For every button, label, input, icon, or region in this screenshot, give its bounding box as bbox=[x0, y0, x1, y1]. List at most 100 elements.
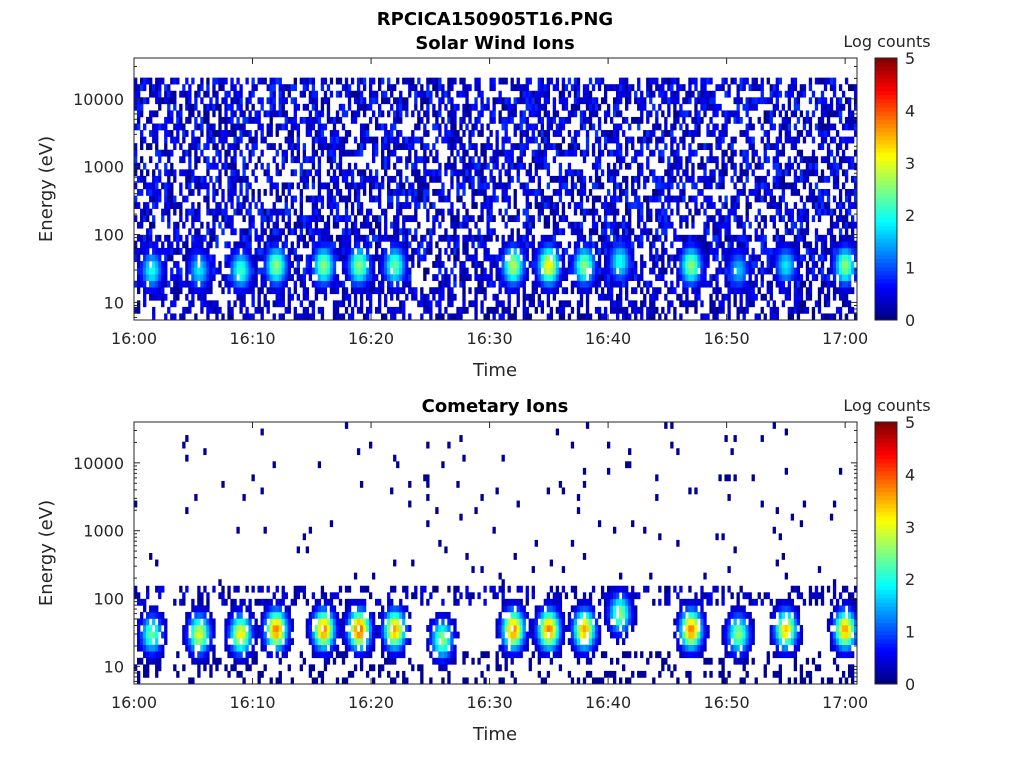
heat-cell bbox=[188, 189, 192, 196]
heat-cell bbox=[197, 123, 201, 131]
heat-cell bbox=[622, 228, 626, 236]
heat-cell bbox=[603, 313, 608, 321]
heat-cell bbox=[272, 280, 276, 288]
heat-cell bbox=[504, 274, 508, 281]
heat-cell bbox=[275, 241, 279, 249]
heat-cell bbox=[616, 274, 620, 281]
heat-cell bbox=[387, 274, 391, 281]
heat-cell bbox=[281, 280, 285, 288]
heat-cell bbox=[600, 287, 605, 295]
heat-cell bbox=[649, 110, 653, 118]
heat-cell bbox=[311, 306, 316, 314]
heat-cell bbox=[600, 182, 605, 190]
heat-cell bbox=[179, 274, 183, 281]
heat-cell bbox=[224, 103, 228, 111]
heat-cell bbox=[417, 241, 421, 249]
heat-cell bbox=[263, 189, 267, 196]
heat-cell bbox=[721, 267, 725, 275]
heat-cell bbox=[281, 110, 285, 118]
heat-cell bbox=[619, 123, 623, 131]
heat-cell bbox=[212, 234, 216, 242]
heat-cell bbox=[676, 195, 680, 203]
heat-cell bbox=[606, 293, 611, 301]
heat-cell bbox=[200, 123, 204, 131]
heat-cell bbox=[338, 149, 343, 157]
heat-cell bbox=[573, 280, 578, 288]
heat-cell bbox=[504, 241, 508, 249]
heat-cell bbox=[332, 136, 337, 144]
heat-cell bbox=[784, 202, 789, 209]
heat-cell bbox=[679, 110, 683, 118]
heat-cell bbox=[356, 247, 361, 255]
heat-cell bbox=[477, 175, 481, 183]
heat-cell bbox=[173, 313, 177, 321]
heat-cell bbox=[212, 123, 216, 131]
heat-cell bbox=[649, 241, 653, 249]
heat-cell bbox=[311, 136, 316, 144]
heat-cell bbox=[399, 189, 403, 196]
heat-cell bbox=[802, 175, 807, 183]
heat-cell bbox=[661, 189, 665, 196]
heat-cell bbox=[763, 116, 767, 124]
heat-cell bbox=[622, 241, 626, 249]
heat-cell bbox=[661, 306, 665, 314]
heat-cell bbox=[432, 110, 436, 118]
heat-cell bbox=[733, 287, 737, 295]
heat-cell bbox=[390, 234, 394, 242]
heat-cell bbox=[525, 208, 529, 216]
heat-cell bbox=[730, 156, 734, 164]
heat-cell bbox=[350, 306, 355, 314]
heat-cell bbox=[293, 221, 297, 229]
heat-cell bbox=[387, 136, 391, 144]
heat-cell bbox=[670, 182, 674, 190]
heat-cell bbox=[504, 195, 508, 203]
heat-cell bbox=[245, 287, 249, 295]
heat-cell bbox=[531, 221, 535, 229]
heat-cell bbox=[408, 84, 412, 92]
heat-cell bbox=[329, 149, 334, 157]
heat-cell bbox=[609, 228, 614, 236]
heat-cell bbox=[317, 182, 322, 190]
heat-cell bbox=[516, 234, 520, 242]
heat-cell bbox=[362, 175, 367, 183]
heat-cell bbox=[272, 84, 276, 92]
heat-cell bbox=[227, 130, 231, 137]
heat-cell bbox=[766, 143, 770, 150]
heat-cell bbox=[474, 313, 478, 321]
heat-cell bbox=[269, 247, 273, 255]
heat-cell bbox=[625, 247, 629, 255]
heat-cell bbox=[757, 175, 761, 183]
heat-cell bbox=[465, 274, 469, 281]
heat-cell bbox=[567, 202, 572, 209]
heat-cell bbox=[140, 261, 144, 268]
heat-cell bbox=[727, 254, 731, 262]
heat-cell bbox=[694, 234, 698, 242]
heat-cell bbox=[384, 162, 388, 170]
heat-cell bbox=[555, 267, 560, 275]
heat-cell bbox=[534, 136, 538, 144]
heat-cell bbox=[344, 215, 349, 223]
heat-cell bbox=[453, 169, 457, 177]
heat-cell bbox=[417, 123, 421, 131]
heat-cell bbox=[320, 182, 325, 190]
heat-cell bbox=[368, 189, 373, 196]
heat-cell bbox=[287, 274, 291, 281]
heat-cell bbox=[236, 195, 240, 203]
heat-cell bbox=[134, 182, 138, 190]
heat-cell bbox=[447, 97, 451, 105]
heat-cell bbox=[396, 274, 400, 281]
heat-cell bbox=[706, 143, 710, 150]
heat-cell bbox=[612, 221, 617, 229]
heat-cell bbox=[531, 110, 535, 118]
heat-cell bbox=[622, 189, 626, 196]
heat-cell bbox=[766, 202, 770, 209]
heat-cell bbox=[706, 261, 710, 268]
heat-cell bbox=[507, 241, 511, 249]
heat-cell bbox=[140, 208, 144, 216]
heat-cell bbox=[616, 313, 620, 321]
heat-cell bbox=[603, 90, 608, 98]
heat-cell bbox=[489, 110, 493, 118]
heat-cell bbox=[402, 234, 406, 242]
heat-cell bbox=[513, 130, 517, 137]
heat-cell bbox=[399, 261, 403, 268]
